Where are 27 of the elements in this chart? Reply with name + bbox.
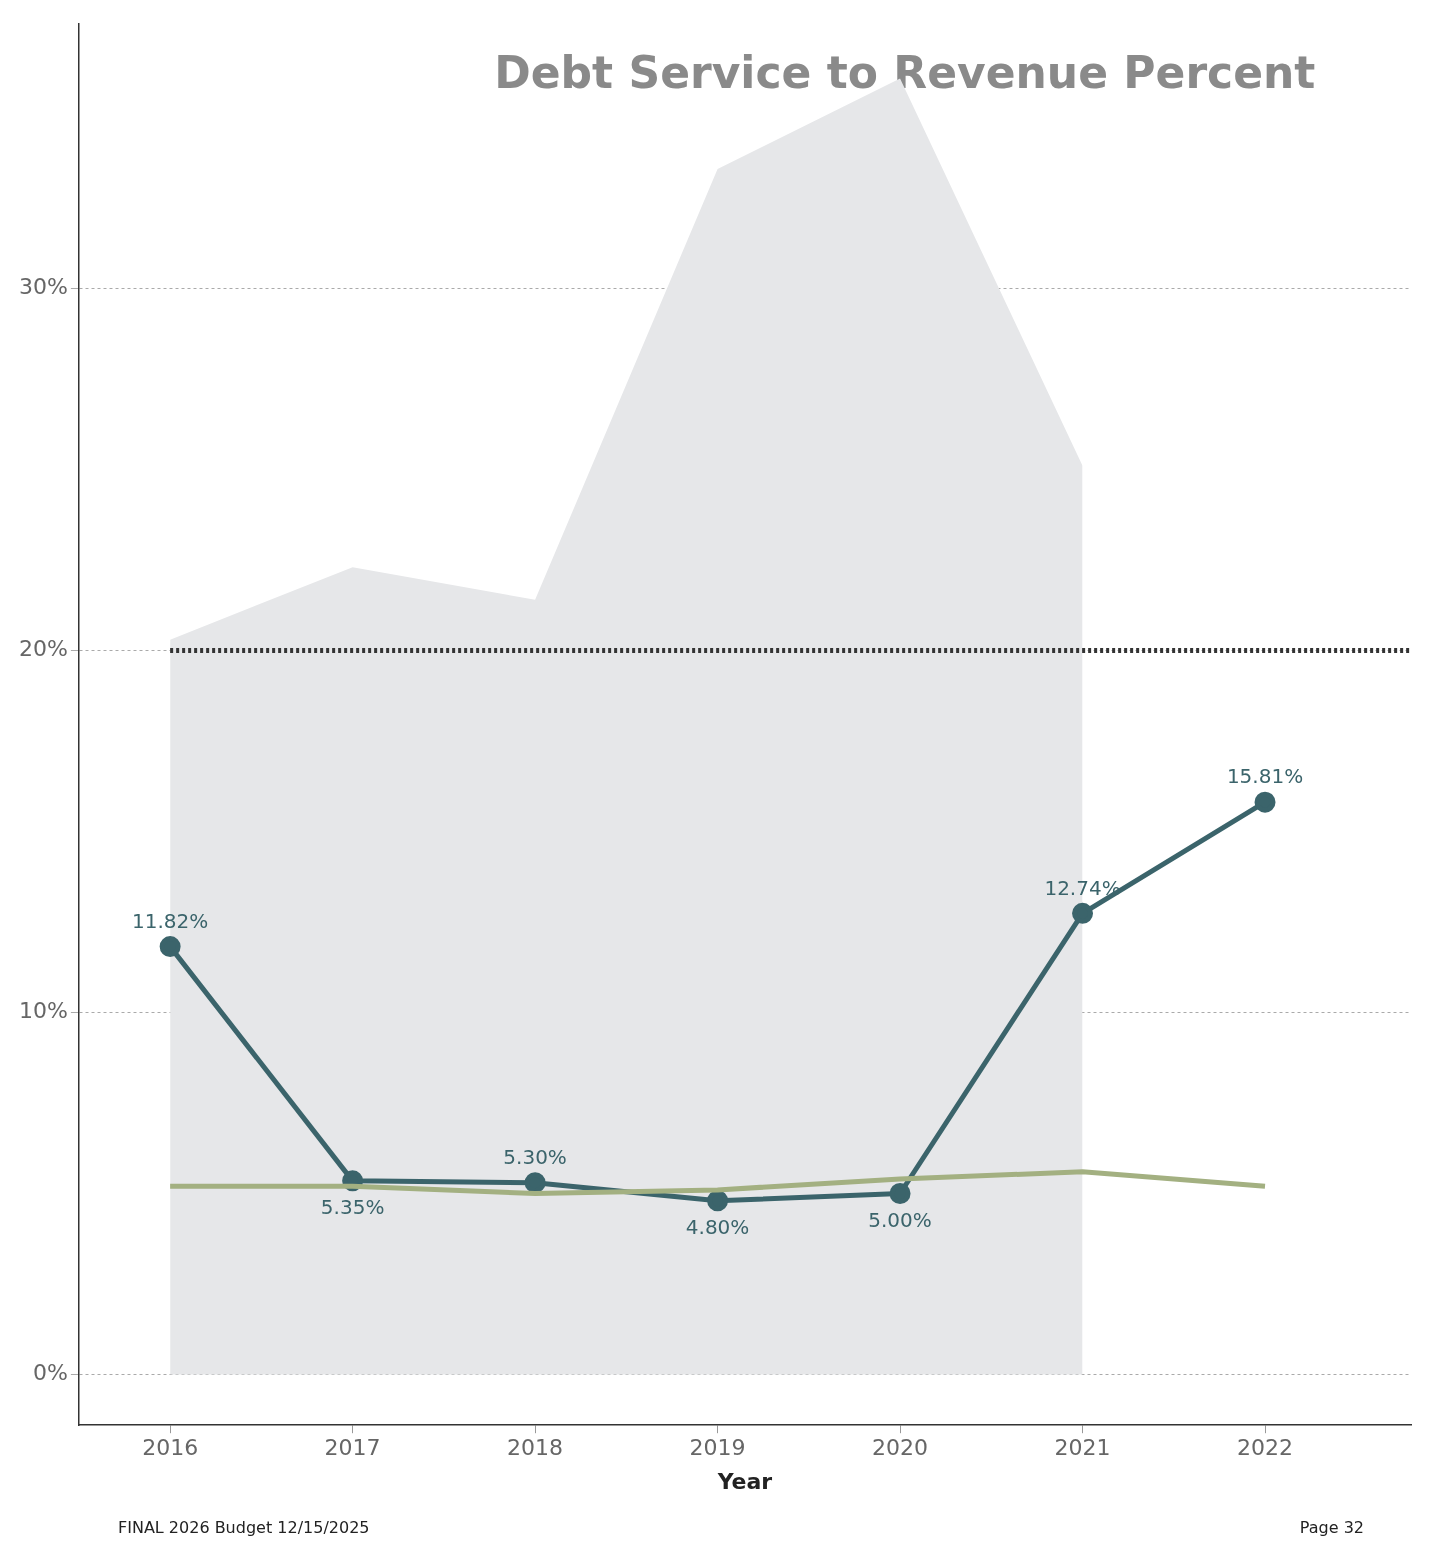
x-tick-label: 2018 [507, 1435, 564, 1461]
point [889, 1183, 911, 1205]
text: Debt Service to Revenue Percent [494, 46, 1316, 98]
x-tick-label: 2019 [689, 1435, 746, 1461]
x-axis-title: Year [716, 1468, 773, 1494]
point [707, 1190, 729, 1212]
text: Page 32 [1299, 1518, 1364, 1537]
x-tick-label: 2022 [1237, 1435, 1294, 1461]
x-tick-label: 2020 [872, 1435, 929, 1461]
point [1072, 902, 1094, 924]
x-tick-label: 2017 [324, 1435, 381, 1461]
y-tick-label: 30% [18, 274, 68, 300]
y-tick-label: 20% [18, 636, 68, 662]
y-tick-label: 0% [32, 1360, 68, 1386]
x-tick-label: 2016 [142, 1435, 199, 1461]
point [1254, 791, 1276, 813]
text: FINAL 2026 Budget 12/15/2025 [118, 1518, 370, 1537]
point [524, 1172, 546, 1194]
x-tick-label: 2021 [1054, 1435, 1111, 1461]
data-label: 4.80% [685, 1214, 750, 1239]
data-label: 5.00% [868, 1207, 932, 1232]
data-label: 11.82% [132, 908, 209, 933]
data-label: 15.81% [1226, 764, 1304, 789]
data-label: 5.30% [503, 1144, 567, 1169]
point [159, 936, 181, 958]
y-tick-label: 10% [18, 998, 68, 1024]
data-label: 5.35% [320, 1195, 385, 1220]
